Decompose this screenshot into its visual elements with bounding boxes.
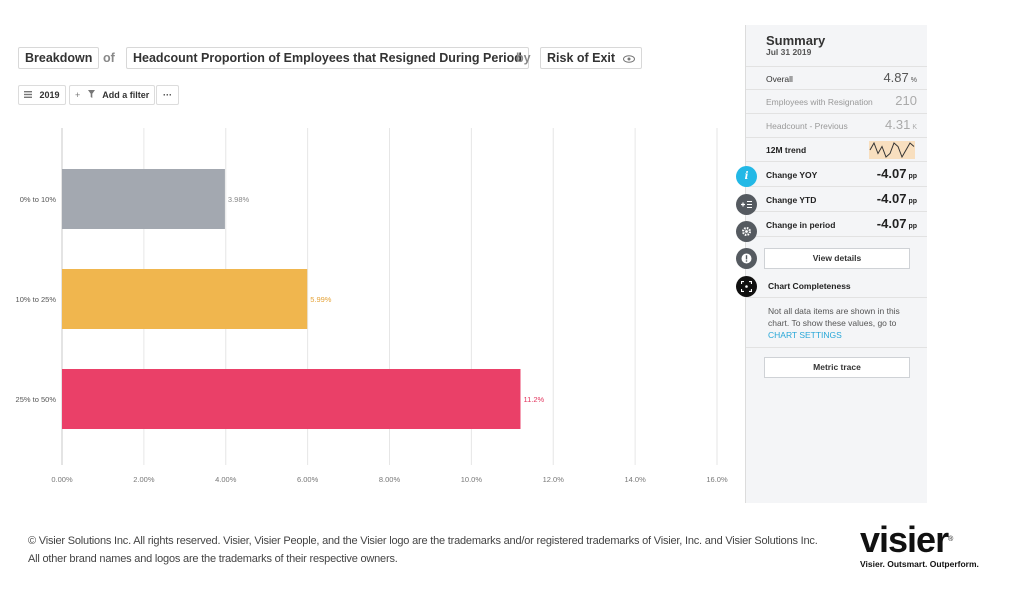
change-period-unit: pp xyxy=(908,223,917,230)
change-period-value: -4.07 xyxy=(876,216,907,231)
headcount-previous-value: 4.31 xyxy=(885,117,911,132)
data-label: 5.99% xyxy=(310,295,332,304)
bar[interactable] xyxy=(62,369,521,429)
metric-label: Headcount Proportion of Employees that R… xyxy=(133,51,522,65)
period-label: 2019 xyxy=(39,90,60,100)
bar[interactable] xyxy=(62,269,308,329)
overall-unit: % xyxy=(910,77,917,84)
x-tick-label: 4.00% xyxy=(215,475,237,484)
visier-logo: visier® xyxy=(860,522,990,558)
change-ytd-label: Change YTD xyxy=(766,195,817,205)
overall-value: 4.87 xyxy=(883,70,909,85)
calendar-icon xyxy=(24,90,35,100)
logo-reg-mark: ® xyxy=(948,536,953,543)
change-ytd-value: -4.07 xyxy=(876,191,907,206)
x-tick-label: 12.0% xyxy=(543,475,565,484)
visier-logo-text: visier xyxy=(860,519,949,560)
visier-brand: visier® Visier. Outsmart. Outperform. xyxy=(860,522,990,570)
data-label: 11.2% xyxy=(524,395,545,404)
overall-row: Overall 4.87% xyxy=(746,66,927,90)
plus-icon: + xyxy=(75,90,81,100)
change-yoy-value: -4.07 xyxy=(876,166,907,181)
filter-icon xyxy=(85,90,97,100)
eye-icon[interactable] xyxy=(622,49,635,69)
metric-trace-button[interactable]: Metric trace xyxy=(764,357,910,378)
divider xyxy=(746,347,927,348)
focus-icon[interactable] xyxy=(736,276,757,297)
change-yoy-unit: pp xyxy=(908,173,917,180)
add-filter-button[interactable]: + Add a filter xyxy=(69,85,156,105)
divider xyxy=(746,297,927,298)
info-icon[interactable]: i xyxy=(736,166,757,187)
resignation-row: Employees with Resignation 210 xyxy=(746,90,927,114)
x-tick-label: 10.0% xyxy=(461,475,483,484)
footer-line-1: © Visier Solutions Inc. All rights reser… xyxy=(28,535,818,547)
resignation-label: Employees with Resignation xyxy=(766,97,873,107)
summary-panel: Summary Jul 31 2019 Overall 4.87% Employ… xyxy=(745,25,927,503)
x-tick-label: 6.00% xyxy=(297,475,319,484)
chart-completeness-title: Chart Completeness xyxy=(768,281,851,291)
headcount-value-wrap: 4.31 K xyxy=(885,117,917,132)
bar[interactable] xyxy=(62,169,225,229)
period-button[interactable]: 2019 xyxy=(18,85,66,105)
change-yoy-row: Change YOY -4.07 pp xyxy=(746,163,927,187)
more-icon: ··· xyxy=(163,90,172,100)
dimension-label: Risk of Exit xyxy=(547,51,616,65)
x-tick-label: 16.0% xyxy=(706,475,728,484)
metric-selector[interactable]: Headcount Proportion of Employees that R… xyxy=(126,47,529,69)
completeness-note-text: Not all data items are shown in this cha… xyxy=(768,306,900,328)
footer-copyright: © Visier Solutions Inc. All rights reser… xyxy=(28,532,848,568)
change-yoy-label: Change YOY xyxy=(766,170,818,180)
change-period-label: Change in period xyxy=(766,220,836,230)
trend-sparkline[interactable] xyxy=(869,141,915,159)
category-label: 0% to 10% xyxy=(20,195,57,204)
change-period-row: Change in period -4.07 pp xyxy=(746,213,927,237)
add-filter-label: Add a filter xyxy=(102,90,150,100)
chart-completeness-note: Not all data items are shown in this cha… xyxy=(768,305,918,341)
change-yoy-wrap: -4.07 pp xyxy=(877,166,917,181)
alert-icon[interactable] xyxy=(736,248,757,269)
change-ytd-wrap: -4.07 pp xyxy=(877,191,917,206)
headcount-previous-label: Headcount - Previous xyxy=(766,121,848,131)
change-ytd-unit: pp xyxy=(908,198,917,205)
summary-title: Summary xyxy=(766,33,826,48)
brand-tagline: Visier. Outsmart. Outperform. xyxy=(860,559,979,569)
bar-chart-svg: 0.00% 2.00% 4.00% 6.00% 8.00% 10.0% 12.0% 14.0%… xyxy=(16,128,728,484)
footer-line-2: All other brand names and logos are the … xyxy=(28,553,398,565)
data-label: 3.98% xyxy=(228,195,250,204)
breakdown-selector[interactable]: Breakdown xyxy=(18,47,100,69)
by-connector: by xyxy=(516,51,531,65)
sparkline-bg xyxy=(869,141,915,159)
change-ytd-row: Change YTD -4.07 pp xyxy=(746,188,927,212)
overall-label: Overall xyxy=(766,74,793,84)
breakdown-label: Breakdown xyxy=(25,51,93,65)
main-panel: Breakdown of Headcount Proportion of Emp… xyxy=(0,25,745,503)
x-tick-label: 8.00% xyxy=(379,475,401,484)
more-options-button[interactable]: ··· xyxy=(156,85,179,105)
trend-row: 12M trend xyxy=(746,138,927,162)
gear-icon[interactable] xyxy=(736,221,757,242)
headcount-previous-row: Headcount - Previous 4.31 K xyxy=(746,114,927,138)
x-tick-label: 2.00% xyxy=(133,475,155,484)
x-tick-label: 14.0% xyxy=(624,475,646,484)
change-period-wrap: -4.07 pp xyxy=(877,216,917,231)
resignation-value: 210 xyxy=(895,93,917,108)
sparkline-line xyxy=(869,141,915,159)
trend-label: 12M trend xyxy=(766,145,807,155)
view-details-button[interactable]: View details xyxy=(764,248,910,269)
x-tick-label: 0.00% xyxy=(51,475,73,484)
dimension-selector[interactable]: Risk of Exit xyxy=(540,47,642,69)
category-label: 10% to 25% xyxy=(16,295,57,304)
category-label: 25% to 50% xyxy=(16,395,57,404)
summary-date: Jul 31 2019 xyxy=(766,47,812,57)
chart-settings-link[interactable]: CHART SETTINGS xyxy=(768,330,842,340)
overall-value-wrap: 4.87% xyxy=(883,70,917,85)
bar-chart: 0.00% 2.00% 4.00% 6.00% 8.00% 10.0% 12.0% 14.0%… xyxy=(0,125,745,525)
add-list-icon[interactable] xyxy=(736,194,757,215)
headcount-unit: K xyxy=(912,124,917,131)
of-connector: of xyxy=(103,51,115,65)
